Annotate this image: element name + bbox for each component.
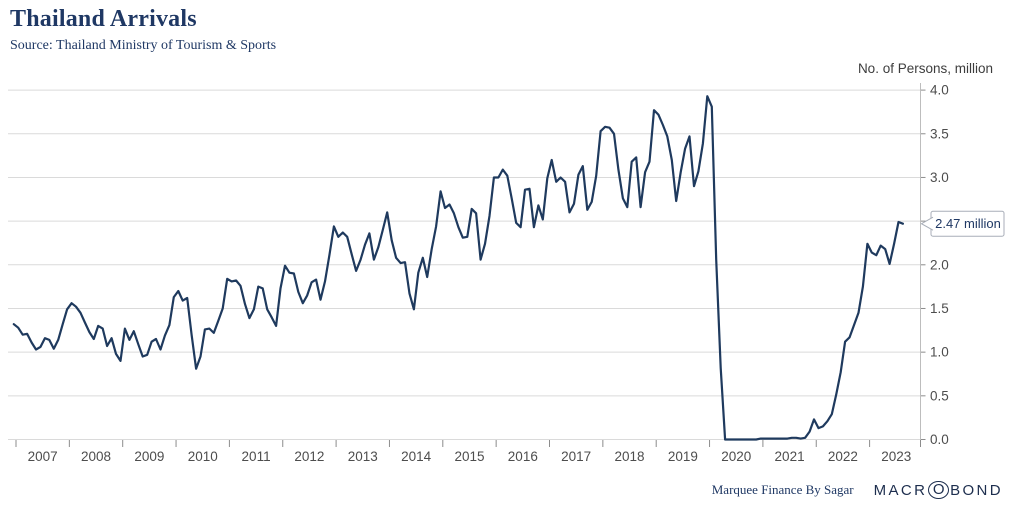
attribution-label: Marquee Finance By Sagar [711,482,854,497]
year-label: 2007 [28,449,58,464]
y-tick-label: 0.0 [930,432,949,447]
y-tick-label: 0.5 [930,388,949,403]
callout-arrow [920,216,934,231]
y-tick-label: 2.0 [930,257,949,272]
year-label: 2017 [561,449,591,464]
year-label: 2019 [668,449,698,464]
y-tick-label: 3.5 [930,126,949,141]
last-value-callout: 2.47 million [920,210,1005,237]
arrivals-line [12,95,905,441]
logo-text-post: BOND [950,481,1003,499]
year-label: 2011 [242,449,271,464]
year-label: 2012 [294,449,324,464]
y-tick-label: 1.5 [930,301,949,316]
year-label: 2008 [81,449,111,464]
y-tick-label: 4.0 [930,83,949,98]
logo-o-ring-icon: O [928,481,950,499]
year-label: 2010 [188,449,218,464]
page-title: Thailand Arrivals [10,6,197,32]
year-label: 2023 [881,449,911,464]
year-label: 2015 [454,449,484,464]
chart-footer: Marquee Finance By Sagar MACR O BOND [712,481,1003,499]
y-axis-unit-label: No. of Persons, million [857,61,993,76]
year-label: 2016 [508,449,538,464]
year-label: 2014 [401,449,432,464]
year-label: 2020 [721,449,751,464]
year-label: 2018 [615,449,645,464]
source-label: Source: Thailand Ministry of Tourism & S… [10,38,277,53]
y-tick-label: 1.0 [930,345,949,360]
year-label: 2021 [775,449,805,464]
callout-label: 2.47 million [935,216,1001,231]
year-label: 2009 [134,449,164,464]
year-label: 2013 [348,449,378,464]
year-label: 2022 [828,449,858,464]
logo-text-pre: MACR [873,481,928,499]
macrobond-logo: MACR O BOND [874,481,1003,499]
y-tick-label: 3.0 [930,170,949,185]
